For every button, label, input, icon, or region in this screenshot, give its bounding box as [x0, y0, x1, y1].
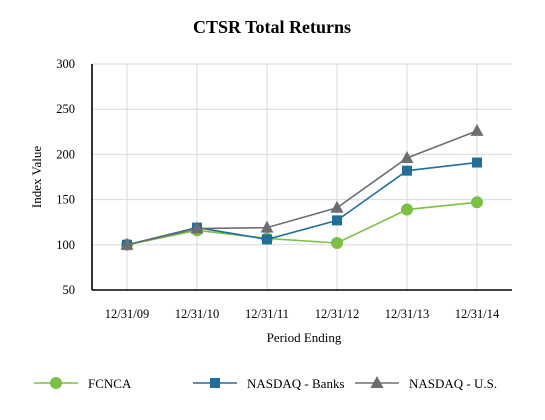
data-point-nasdaq-u-s	[400, 151, 414, 164]
legend-label-nasdaq-banks: NASDAQ - Banks	[247, 376, 345, 391]
grid	[92, 63, 512, 290]
x-axis-label: Period Ending	[267, 330, 342, 345]
legend-label-nasdaq-u-s: NASDAQ - U.S.	[409, 376, 497, 391]
legend-item-nasdaq-u-s: NASDAQ - U.S.	[355, 376, 497, 391]
legend-item-nasdaq-banks: NASDAQ - Banks	[193, 376, 345, 391]
data-point-nasdaq-u-s	[120, 237, 134, 250]
legend-marker-fcnca	[50, 377, 62, 389]
y-tick-labels: 50 100 150 200 250 300	[56, 57, 75, 297]
axes	[91, 64, 512, 291]
y-tick-label: 300	[56, 57, 75, 71]
legend: FCNCA NASDAQ - Banks NASDAQ - U.S.	[34, 376, 497, 391]
data-point-fcnca	[331, 236, 343, 249]
series-nasdaq-u-s	[120, 123, 484, 250]
x-tick-label: 12/31/09	[105, 307, 149, 321]
data-point-nasdaq-banks	[402, 165, 412, 176]
series-nasdaq-banks	[122, 157, 482, 250]
data-point-nasdaq-u-s	[260, 220, 274, 233]
data-point-nasdaq-banks	[262, 234, 272, 245]
legend-marker-nasdaq-u-s	[370, 376, 384, 388]
x-tick-labels: 12/31/09 12/31/10 12/31/11 12/31/12 12/31/13…	[105, 307, 500, 321]
x-tick-label: 12/31/12	[315, 307, 359, 321]
y-axis-label: Index Value	[29, 146, 44, 208]
y-tick-label: 100	[56, 238, 75, 252]
legend-item-fcnca: FCNCA	[34, 376, 132, 391]
series-fcnca	[121, 196, 483, 251]
y-tick-label: 200	[56, 147, 75, 161]
chart-title: CTSR Total Returns	[193, 17, 351, 37]
data-point-fcnca	[401, 203, 413, 216]
x-tick-label: 12/31/13	[385, 307, 429, 321]
data-point-nasdaq-banks	[472, 157, 482, 168]
y-tick-label: 50	[63, 283, 76, 297]
data-point-nasdaq-banks	[332, 215, 342, 226]
x-tick-label: 12/31/11	[245, 307, 289, 321]
data-point-fcnca	[471, 196, 483, 209]
data-point-nasdaq-u-s	[470, 123, 484, 136]
legend-label-fcnca: FCNCA	[88, 376, 132, 391]
data-point-nasdaq-u-s	[190, 221, 204, 234]
series-line-fcnca	[126, 201, 478, 246]
series	[120, 123, 484, 251]
series-line-nasdaq-u-s	[126, 130, 478, 246]
legend-marker-nasdaq-banks	[210, 378, 220, 388]
y-tick-label: 250	[56, 102, 75, 116]
x-tick-label: 12/31/14	[455, 307, 500, 321]
x-tick-label: 12/31/10	[175, 307, 219, 321]
data-point-nasdaq-u-s	[330, 200, 344, 213]
y-tick-label: 150	[56, 193, 75, 207]
